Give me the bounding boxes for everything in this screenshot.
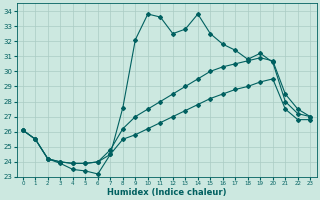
- X-axis label: Humidex (Indice chaleur): Humidex (Indice chaleur): [107, 188, 226, 197]
